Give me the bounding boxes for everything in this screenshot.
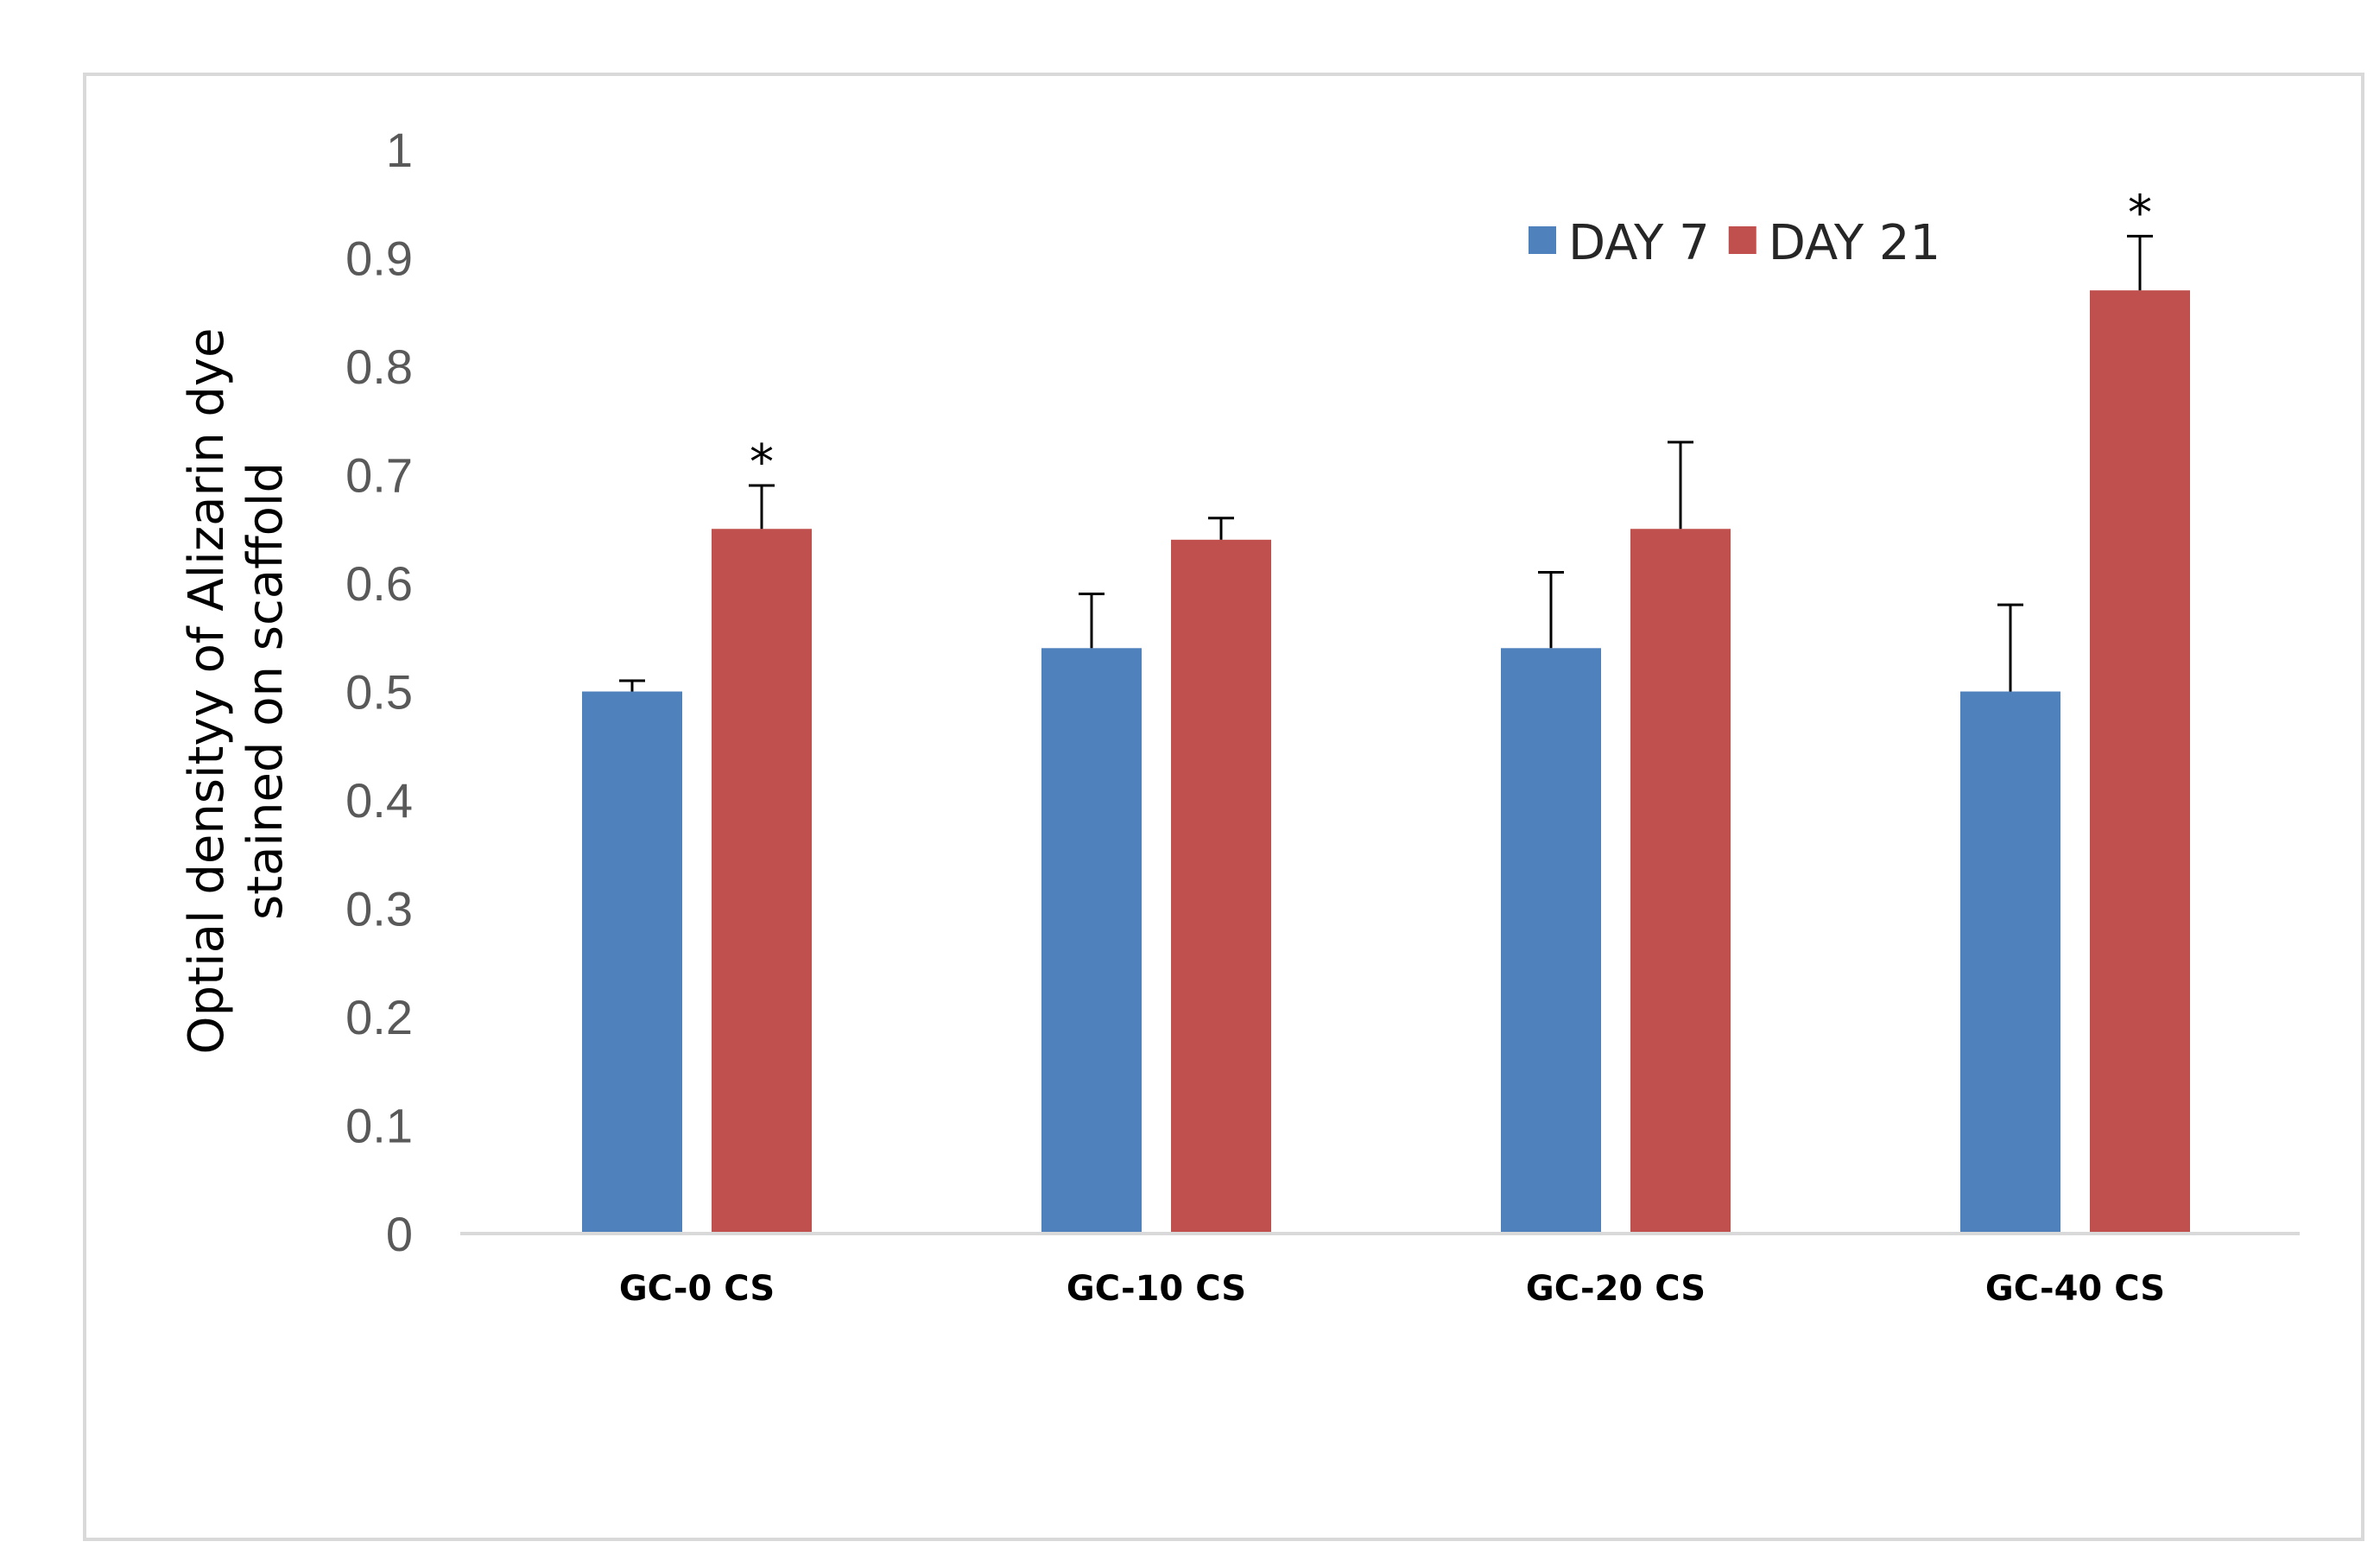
y-tick-label: 0 [386,1207,413,1261]
bar-day-7-2 [1041,648,1142,1234]
bar-day-7-3 [1501,648,1601,1234]
x-category-label: GC-0 CS [619,1269,775,1309]
bar-day-21-2 [1171,539,1271,1234]
y-tick-label: 0.1 [345,1099,413,1153]
y-tick-label: 0.8 [345,339,413,394]
error-bar [1208,517,1234,540]
y-tick-label: 0.3 [345,882,413,936]
error-bar [1668,441,1693,530]
y-tick-label: 1 [386,123,413,177]
significance-mark: * [2128,185,2152,241]
error-bar [749,484,775,530]
x-axis-labels: GC-0 CS GC-10 CS GC-20 CS GC-40 CS [619,1269,2165,1309]
x-category-label: GC-20 CS [1526,1269,1706,1309]
error-bar [1538,570,1564,649]
error-bar [2127,234,2153,291]
significance-marks: ** [750,185,2152,491]
bar-day-7-4 [1960,691,2060,1234]
y-tick-label: 0.6 [345,556,413,611]
y-tick-label: 0.7 [345,448,413,503]
y-tick-label: 0.9 [345,232,413,286]
legend-swatch-day-7 [1529,226,1556,254]
y-tick-label: 0.5 [345,665,413,720]
x-category-label: GC-10 CS [1067,1269,1246,1309]
y-tick-label: 0.4 [345,773,413,828]
legend-label: DAY 7 [1568,215,1710,271]
error-bar [1997,603,2023,692]
bar-day-21-4 [2090,290,2190,1234]
significance-mark: * [750,435,774,491]
error-bar [619,679,645,692]
y-axis-title: Optial densityy of Alizarin dye stained … [179,327,294,1054]
error-bars [619,234,2153,692]
error-bar [1079,593,1105,649]
legend-swatch-day-21 [1728,226,1757,254]
y-axis-title-line-1: Optial densityy of Alizarin dye [179,327,235,1054]
bar-day-21-3 [1630,529,1731,1234]
x-category-label: GC-40 CS [1985,1269,2165,1309]
bar-day-7-1 [582,691,682,1234]
legend-label: DAY 21 [1769,215,1940,271]
legend: DAY 7 DAY 21 [1529,215,1940,271]
y-tick-label: 0.2 [345,990,413,1044]
bar-day-21-1 [712,529,812,1234]
bars [582,290,2190,1234]
y-axis-title-line-2: stained on scaffold [237,462,294,920]
y-axis-ticks: 0 0.1 0.2 0.3 0.4 0.5 0.6 0.7 0.8 0.9 1 [345,123,413,1261]
